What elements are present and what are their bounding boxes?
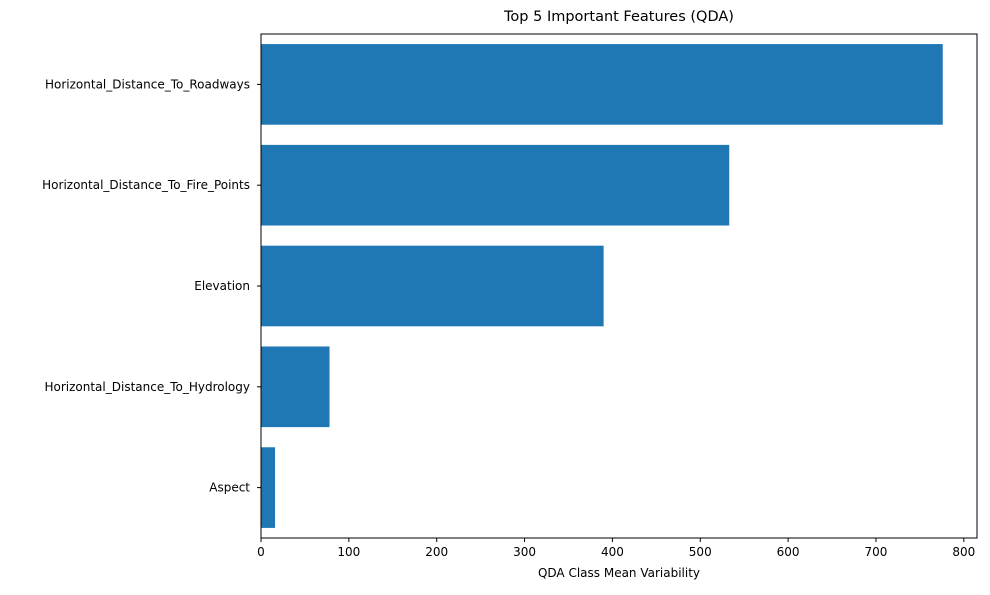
bar bbox=[261, 346, 330, 428]
x-tick-label: 200 bbox=[425, 545, 448, 559]
x-tick-label: 800 bbox=[952, 545, 975, 559]
x-tick-label: 700 bbox=[865, 545, 888, 559]
x-tick-label: 500 bbox=[689, 545, 712, 559]
bar bbox=[261, 144, 730, 226]
x-tick-label: 100 bbox=[337, 545, 360, 559]
plot-frame bbox=[260, 33, 978, 539]
x-tick-label: 400 bbox=[601, 545, 624, 559]
bar bbox=[261, 44, 943, 125]
x-tick-label: 0 bbox=[257, 545, 265, 559]
y-tick-label: Horizontal_Distance_To_Roadways bbox=[45, 77, 250, 91]
x-axis-label: QDA Class Mean Variability bbox=[538, 566, 700, 580]
y-tick-label: Elevation bbox=[194, 279, 250, 293]
x-tick-label: 600 bbox=[777, 545, 800, 559]
x-tick-label: 300 bbox=[513, 545, 536, 559]
bar bbox=[261, 447, 276, 528]
chart-title: Top 5 Important Features (QDA) bbox=[503, 9, 734, 25]
y-tick-label: Horizontal_Distance_To_Fire_Points bbox=[42, 178, 250, 192]
y-tick-label: Aspect bbox=[209, 481, 250, 495]
bar bbox=[261, 245, 604, 327]
y-tick-label: Horizontal_Distance_To_Hydrology bbox=[44, 380, 250, 394]
